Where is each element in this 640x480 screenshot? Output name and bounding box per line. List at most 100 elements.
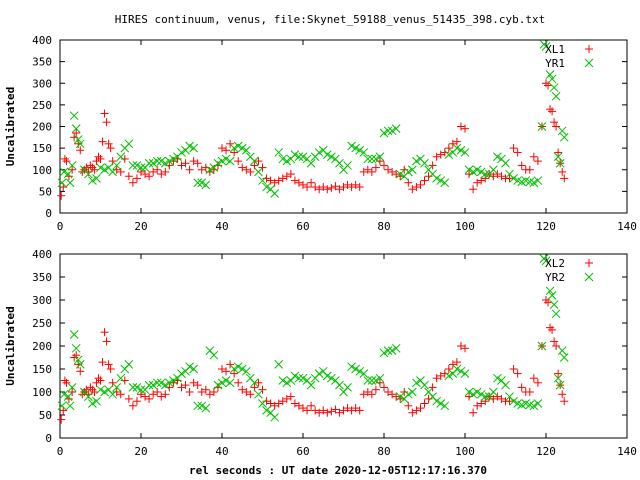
data-point-yr2 [201, 403, 211, 413]
data-point-xl1 [299, 180, 307, 189]
data-point-yr1 [225, 156, 235, 166]
data-point-xl1 [548, 107, 557, 116]
data-point-xl2 [197, 388, 206, 396]
data-point-xl2 [185, 388, 194, 396]
data-point-yr2 [460, 369, 470, 378]
data-point-yr1 [363, 154, 373, 164]
data-point-xl1 [452, 137, 461, 146]
data-point-yr1 [124, 139, 134, 149]
data-point-yr2 [476, 389, 486, 399]
data-point-xl1 [222, 146, 231, 155]
data-point-yr2 [436, 399, 446, 408]
data-point-xl1 [86, 161, 95, 170]
data-point-yr1 [488, 165, 498, 175]
data-point-xl1 [242, 165, 251, 174]
data-point-yr2 [164, 378, 174, 388]
data-point-xl1 [525, 165, 534, 174]
data-point-xl2 [112, 388, 121, 396]
data-point-xl1 [102, 118, 111, 127]
data-point-xl1 [505, 174, 514, 183]
data-point-xl1 [254, 157, 263, 166]
data-point-yr1 [444, 150, 454, 159]
data-point-yr2 [355, 366, 365, 376]
data-point-yr1 [229, 143, 239, 153]
data-point-xl1 [542, 79, 550, 88]
data-point-xl2 [290, 399, 299, 408]
y-tick-label: 400 [32, 248, 52, 261]
data-point-xl2 [408, 408, 417, 417]
data-point-xl2 [62, 378, 71, 387]
data-point-xl2 [319, 406, 328, 415]
data-point-yr2 [541, 256, 551, 266]
data-point-yr1 [69, 111, 79, 121]
data-point-yr1 [233, 141, 243, 151]
data-point-yr1 [314, 148, 324, 157]
data-point-yr2 [395, 392, 405, 401]
data-point-xl1 [416, 180, 425, 189]
data-point-xl2 [92, 378, 101, 387]
data-point-yr2 [233, 362, 243, 372]
data-point-xl2 [367, 390, 376, 399]
data-point-yr2 [274, 360, 284, 369]
data-point-xl2 [473, 401, 482, 410]
data-point-xl2 [209, 388, 218, 396]
legend-marker-xl1 [585, 45, 593, 53]
data-point-xl1 [226, 139, 235, 148]
data-point-yr1 [148, 158, 158, 168]
data-point-xl1 [456, 122, 465, 131]
data-point-xl2 [100, 328, 109, 337]
data-point-xl2 [128, 401, 137, 410]
data-point-xl1 [258, 163, 267, 172]
data-point-yr2 [432, 396, 442, 406]
data-point-xl1 [432, 152, 441, 161]
y-axis-label: Uncalibrated [4, 306, 17, 385]
data-point-xl2 [558, 390, 567, 399]
data-point-yr2 [493, 373, 502, 383]
data-point-xl2 [351, 404, 360, 413]
data-point-yr1 [509, 174, 518, 183]
data-point-yr2 [347, 362, 356, 372]
data-point-xl2 [412, 406, 421, 415]
data-point-xl2 [226, 360, 235, 369]
data-point-yr1 [460, 148, 470, 157]
data-point-yr2 [250, 378, 259, 388]
data-point-xl1 [112, 165, 121, 174]
data-point-xl2 [428, 383, 437, 392]
data-point-yr2 [468, 389, 478, 399]
data-point-xl2 [218, 365, 226, 373]
data-point-xl2 [323, 408, 332, 417]
legend-marker-yr2 [584, 272, 594, 282]
data-point-xl2 [554, 369, 563, 378]
data-point-yr2 [412, 378, 421, 388]
data-point-yr2 [189, 364, 199, 374]
data-point-xl2 [497, 394, 506, 403]
data-point-yr2 [136, 385, 146, 395]
data-point-yr2 [63, 392, 73, 401]
y-tick-label: 50 [39, 409, 52, 422]
data-point-xl1 [493, 170, 502, 179]
y-tick-label: 400 [32, 34, 52, 47]
data-point-xl2 [363, 388, 372, 396]
data-point-xl1 [412, 183, 421, 192]
data-point-yr2 [488, 387, 498, 397]
data-point-xl2 [234, 378, 243, 387]
data-point-yr2 [456, 366, 466, 376]
data-point-yr2 [379, 348, 389, 358]
data-point-xl1 [315, 185, 324, 194]
data-point-yr1 [59, 167, 69, 177]
data-point-xl2 [266, 399, 275, 408]
data-point-yr1 [375, 152, 385, 162]
data-point-xl1 [408, 185, 417, 194]
data-point-xl1 [351, 180, 360, 189]
data-point-xl2 [436, 371, 445, 380]
data-point-yr2 [537, 341, 547, 351]
x-tick-label: 120 [536, 220, 556, 233]
data-point-xl1 [96, 154, 105, 163]
legend-label-yr2: YR2 [545, 271, 565, 284]
data-point-yr2 [444, 371, 454, 381]
data-point-xl2 [96, 376, 105, 385]
data-point-yr1 [547, 74, 557, 84]
plot-panel-1: 0 50 100 150 200 250 300 350 400 0 20 40 60 80 100 120 1… [4, 34, 637, 233]
data-point-yr2 [555, 380, 565, 390]
data-point-xl1 [529, 152, 538, 161]
